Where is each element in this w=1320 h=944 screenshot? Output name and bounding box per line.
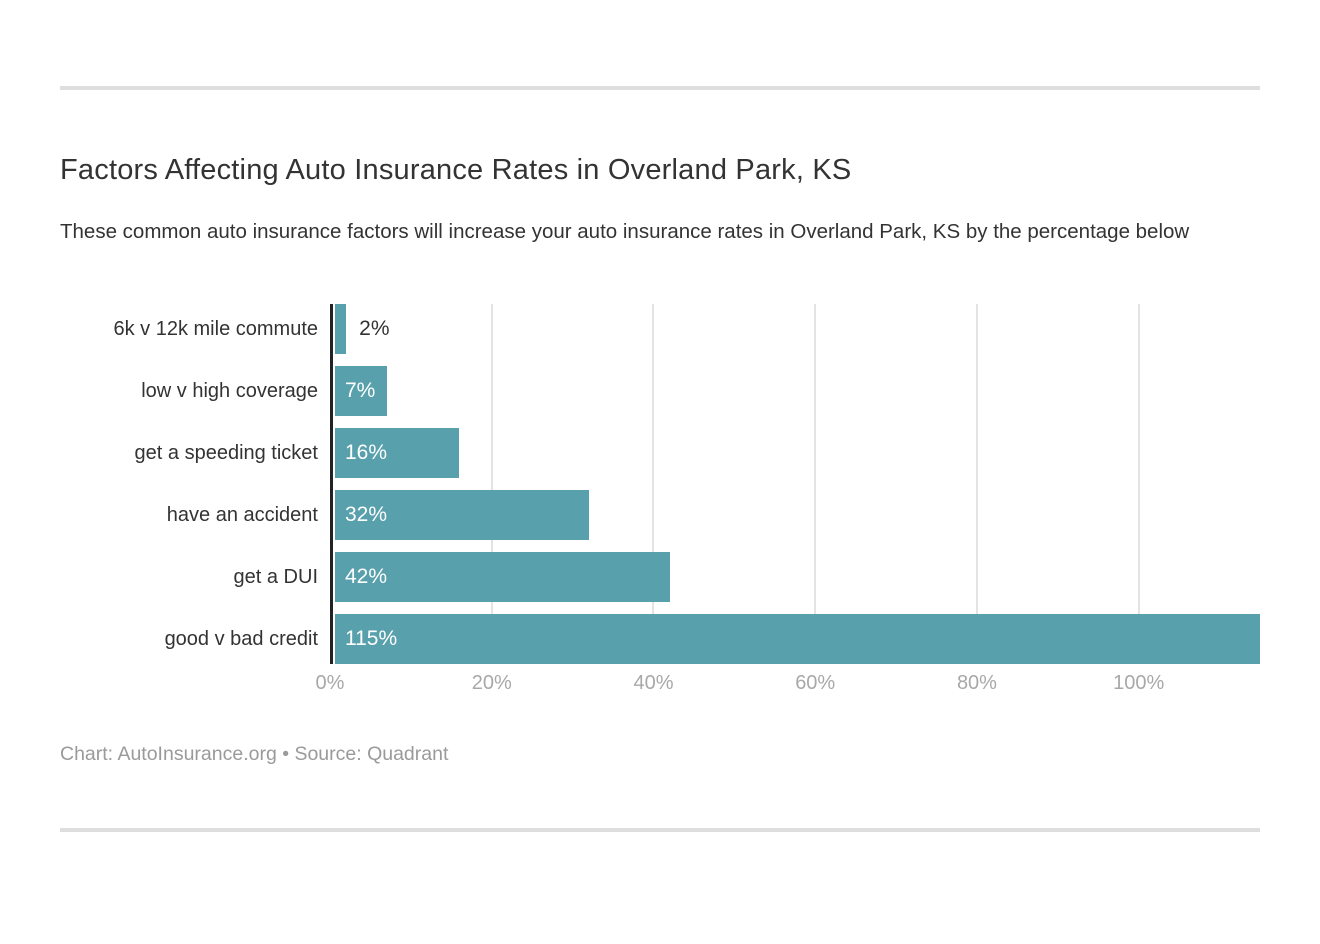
chart-row: low v high coverage 7%: [60, 366, 1260, 416]
chart-row: 6k v 12k mile commute 2%: [60, 304, 1260, 354]
bar-value-label: 2%: [359, 317, 390, 340]
row-plot: 42%: [330, 552, 1260, 602]
bar: 16%: [335, 428, 460, 478]
x-tick-label: 60%: [795, 672, 836, 694]
bottom-divider: [60, 828, 1260, 832]
chart-row: get a speeding ticket 16%: [60, 428, 1260, 478]
bar: [335, 304, 347, 354]
top-divider: [60, 86, 1260, 90]
x-tick-label: 0%: [315, 672, 345, 694]
x-tick-label: 20%: [471, 672, 512, 694]
chart-row: get a DUI 42%: [60, 552, 1260, 602]
row-plot: 2%: [330, 304, 1260, 354]
gridline-40: [652, 304, 655, 664]
category-label: have an accident: [166, 503, 318, 526]
row-plot: 7%: [330, 366, 1260, 416]
x-axis-tick-labels: 0% 20% 40% 60% 80% 100%: [316, 672, 1260, 696]
gridline-80: [975, 304, 978, 664]
x-tick-label: 100%: [1113, 672, 1165, 694]
bar-value-label: 16%: [345, 441, 388, 464]
chart-rows: 6k v 12k mile commute 2% low v high covera…: [60, 304, 1260, 664]
row-plot: 115%: [330, 614, 1260, 664]
chart-row: good v bad credit 115%: [60, 614, 1260, 664]
category-label: 6k v 12k mile commute: [113, 317, 318, 340]
category-label: low v high coverage: [141, 379, 318, 402]
category-label: get a DUI: [233, 565, 318, 588]
bar: 42%: [335, 552, 670, 602]
bar-chart: 6k v 12k mile commute 2% low v high covera…: [60, 304, 1260, 696]
category-label: good v bad credit: [164, 627, 318, 650]
chart-title: Factors Affecting Auto Insurance Rates i…: [60, 154, 852, 186]
y-axis-line: [330, 304, 333, 664]
gridline-60: [814, 304, 817, 664]
grid-layer: [330, 304, 1260, 664]
bar-value-label: 42%: [345, 565, 388, 588]
bar-value-label: 115%: [345, 627, 398, 650]
plot-area: 6k v 12k mile commute 2% low v high covera…: [60, 304, 1260, 664]
x-tick-label: 40%: [633, 672, 674, 694]
row-plot: 16%: [330, 428, 1260, 478]
row-plot: 32%: [330, 490, 1260, 540]
chart-credit: Chart: AutoInsurance.org • Source: Quadr…: [60, 743, 449, 765]
category-label: get a speeding ticket: [134, 441, 318, 464]
gridline-20: [490, 304, 493, 664]
bar-value-label: 7%: [345, 379, 376, 402]
chart-row: have an accident 32%: [60, 490, 1260, 540]
bar: 115%: [335, 614, 1260, 664]
bar: 32%: [335, 490, 589, 540]
chart-subtitle: These common auto insurance factors will…: [60, 220, 1190, 243]
x-tick-label: 80%: [956, 672, 997, 694]
bar-value-label: 32%: [345, 503, 388, 526]
gridline-100: [1137, 304, 1140, 664]
bar: 7%: [335, 366, 387, 416]
